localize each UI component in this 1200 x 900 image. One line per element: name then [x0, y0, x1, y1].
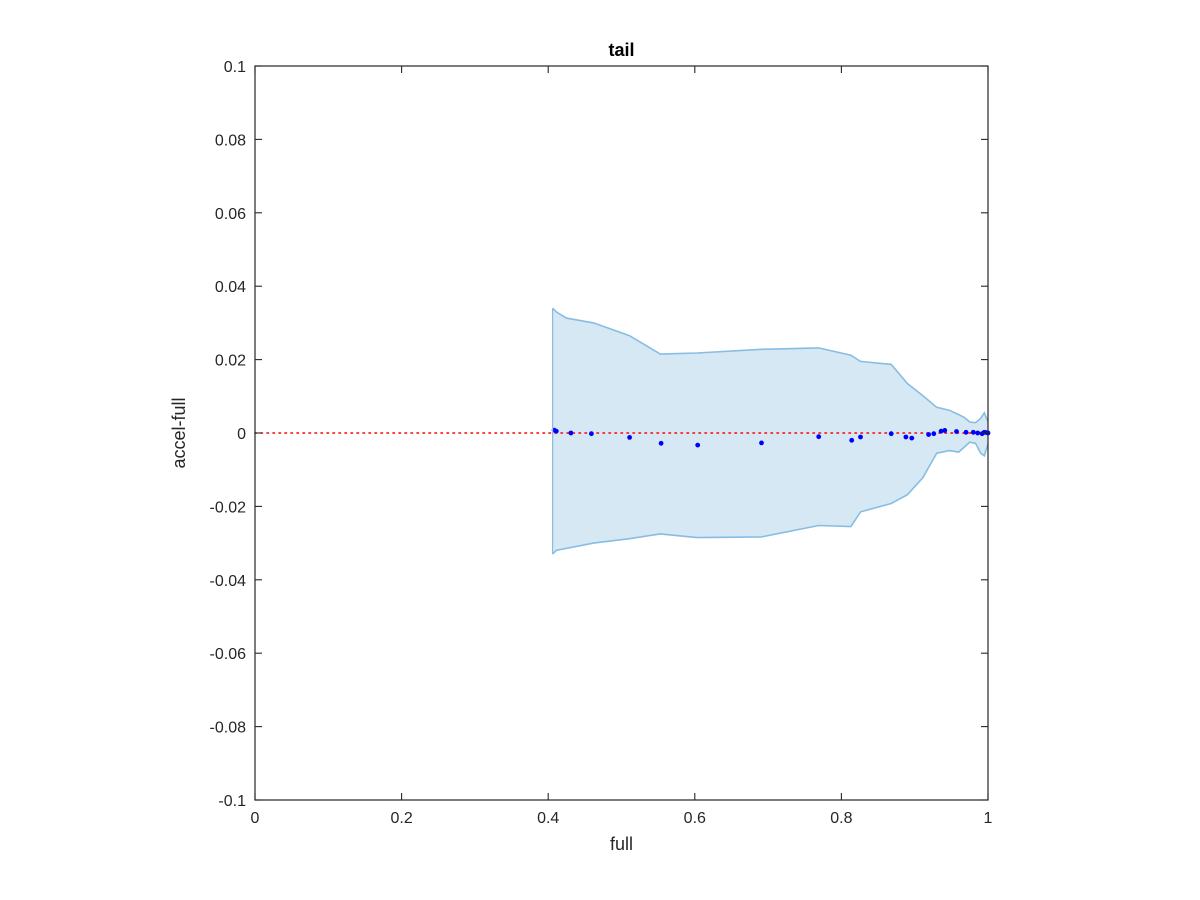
x-tick-label: 0.8: [830, 810, 852, 827]
data-point: [926, 432, 931, 437]
confidence-band-lower-edge: [552, 441, 989, 555]
data-point: [903, 434, 909, 440]
data-point: [627, 435, 632, 440]
data-points: [551, 427, 991, 448]
y-tick-label: -0.1: [218, 793, 246, 810]
data-point: [858, 434, 863, 440]
data-point: [816, 434, 822, 440]
data-point: [975, 430, 981, 436]
y-axis-label: accel-full: [169, 397, 189, 468]
y-tick-label: 0.06: [215, 206, 246, 223]
data-point: [970, 429, 976, 435]
confidence-band: [552, 308, 988, 555]
y-tick-label: 0: [237, 426, 246, 443]
data-point: [888, 431, 894, 437]
x-axis-ticks: 0 0.2 0.4 0.6 0.8 1: [251, 66, 993, 827]
x-tick-label: 0.4: [537, 810, 559, 827]
data-point: [942, 428, 948, 433]
x-tick-label: 0.2: [390, 810, 412, 827]
x-tick-label: 0: [251, 810, 260, 827]
y-tick-label: 0.1: [224, 59, 246, 76]
data-point: [938, 428, 944, 434]
data-point: [568, 430, 574, 436]
y-tick-label: -0.06: [210, 646, 247, 663]
data-point: [695, 442, 701, 448]
plot-area: [254, 307, 991, 555]
y-tick-label: -0.02: [210, 499, 247, 516]
data-point: [954, 429, 959, 434]
x-tick-label: 0.6: [684, 810, 706, 827]
data-point: [553, 428, 559, 434]
data-point: [931, 431, 937, 437]
y-tick-label: -0.08: [210, 720, 247, 737]
y-tick-label: 0.02: [215, 353, 246, 370]
y-tick-label: -0.04: [210, 573, 247, 590]
y-tick-label: 0.08: [215, 132, 246, 149]
y-axis-ticks: -0.1 -0.08 -0.06 -0.04 -0.02 0 0.02 0.04 0.06 0.0…: [210, 59, 988, 810]
data-point: [759, 440, 764, 446]
data-point: [963, 429, 969, 435]
confidence-band-upper-edge: [552, 307, 989, 424]
x-tick-label: 1: [984, 810, 993, 827]
chart-title: tail: [608, 40, 634, 60]
data-point: [909, 435, 915, 441]
x-axis-label: full: [610, 834, 633, 854]
y-tick-label: 0.04: [215, 279, 246, 296]
data-point: [658, 440, 664, 446]
data-point: [849, 437, 855, 443]
data-point: [589, 431, 594, 437]
